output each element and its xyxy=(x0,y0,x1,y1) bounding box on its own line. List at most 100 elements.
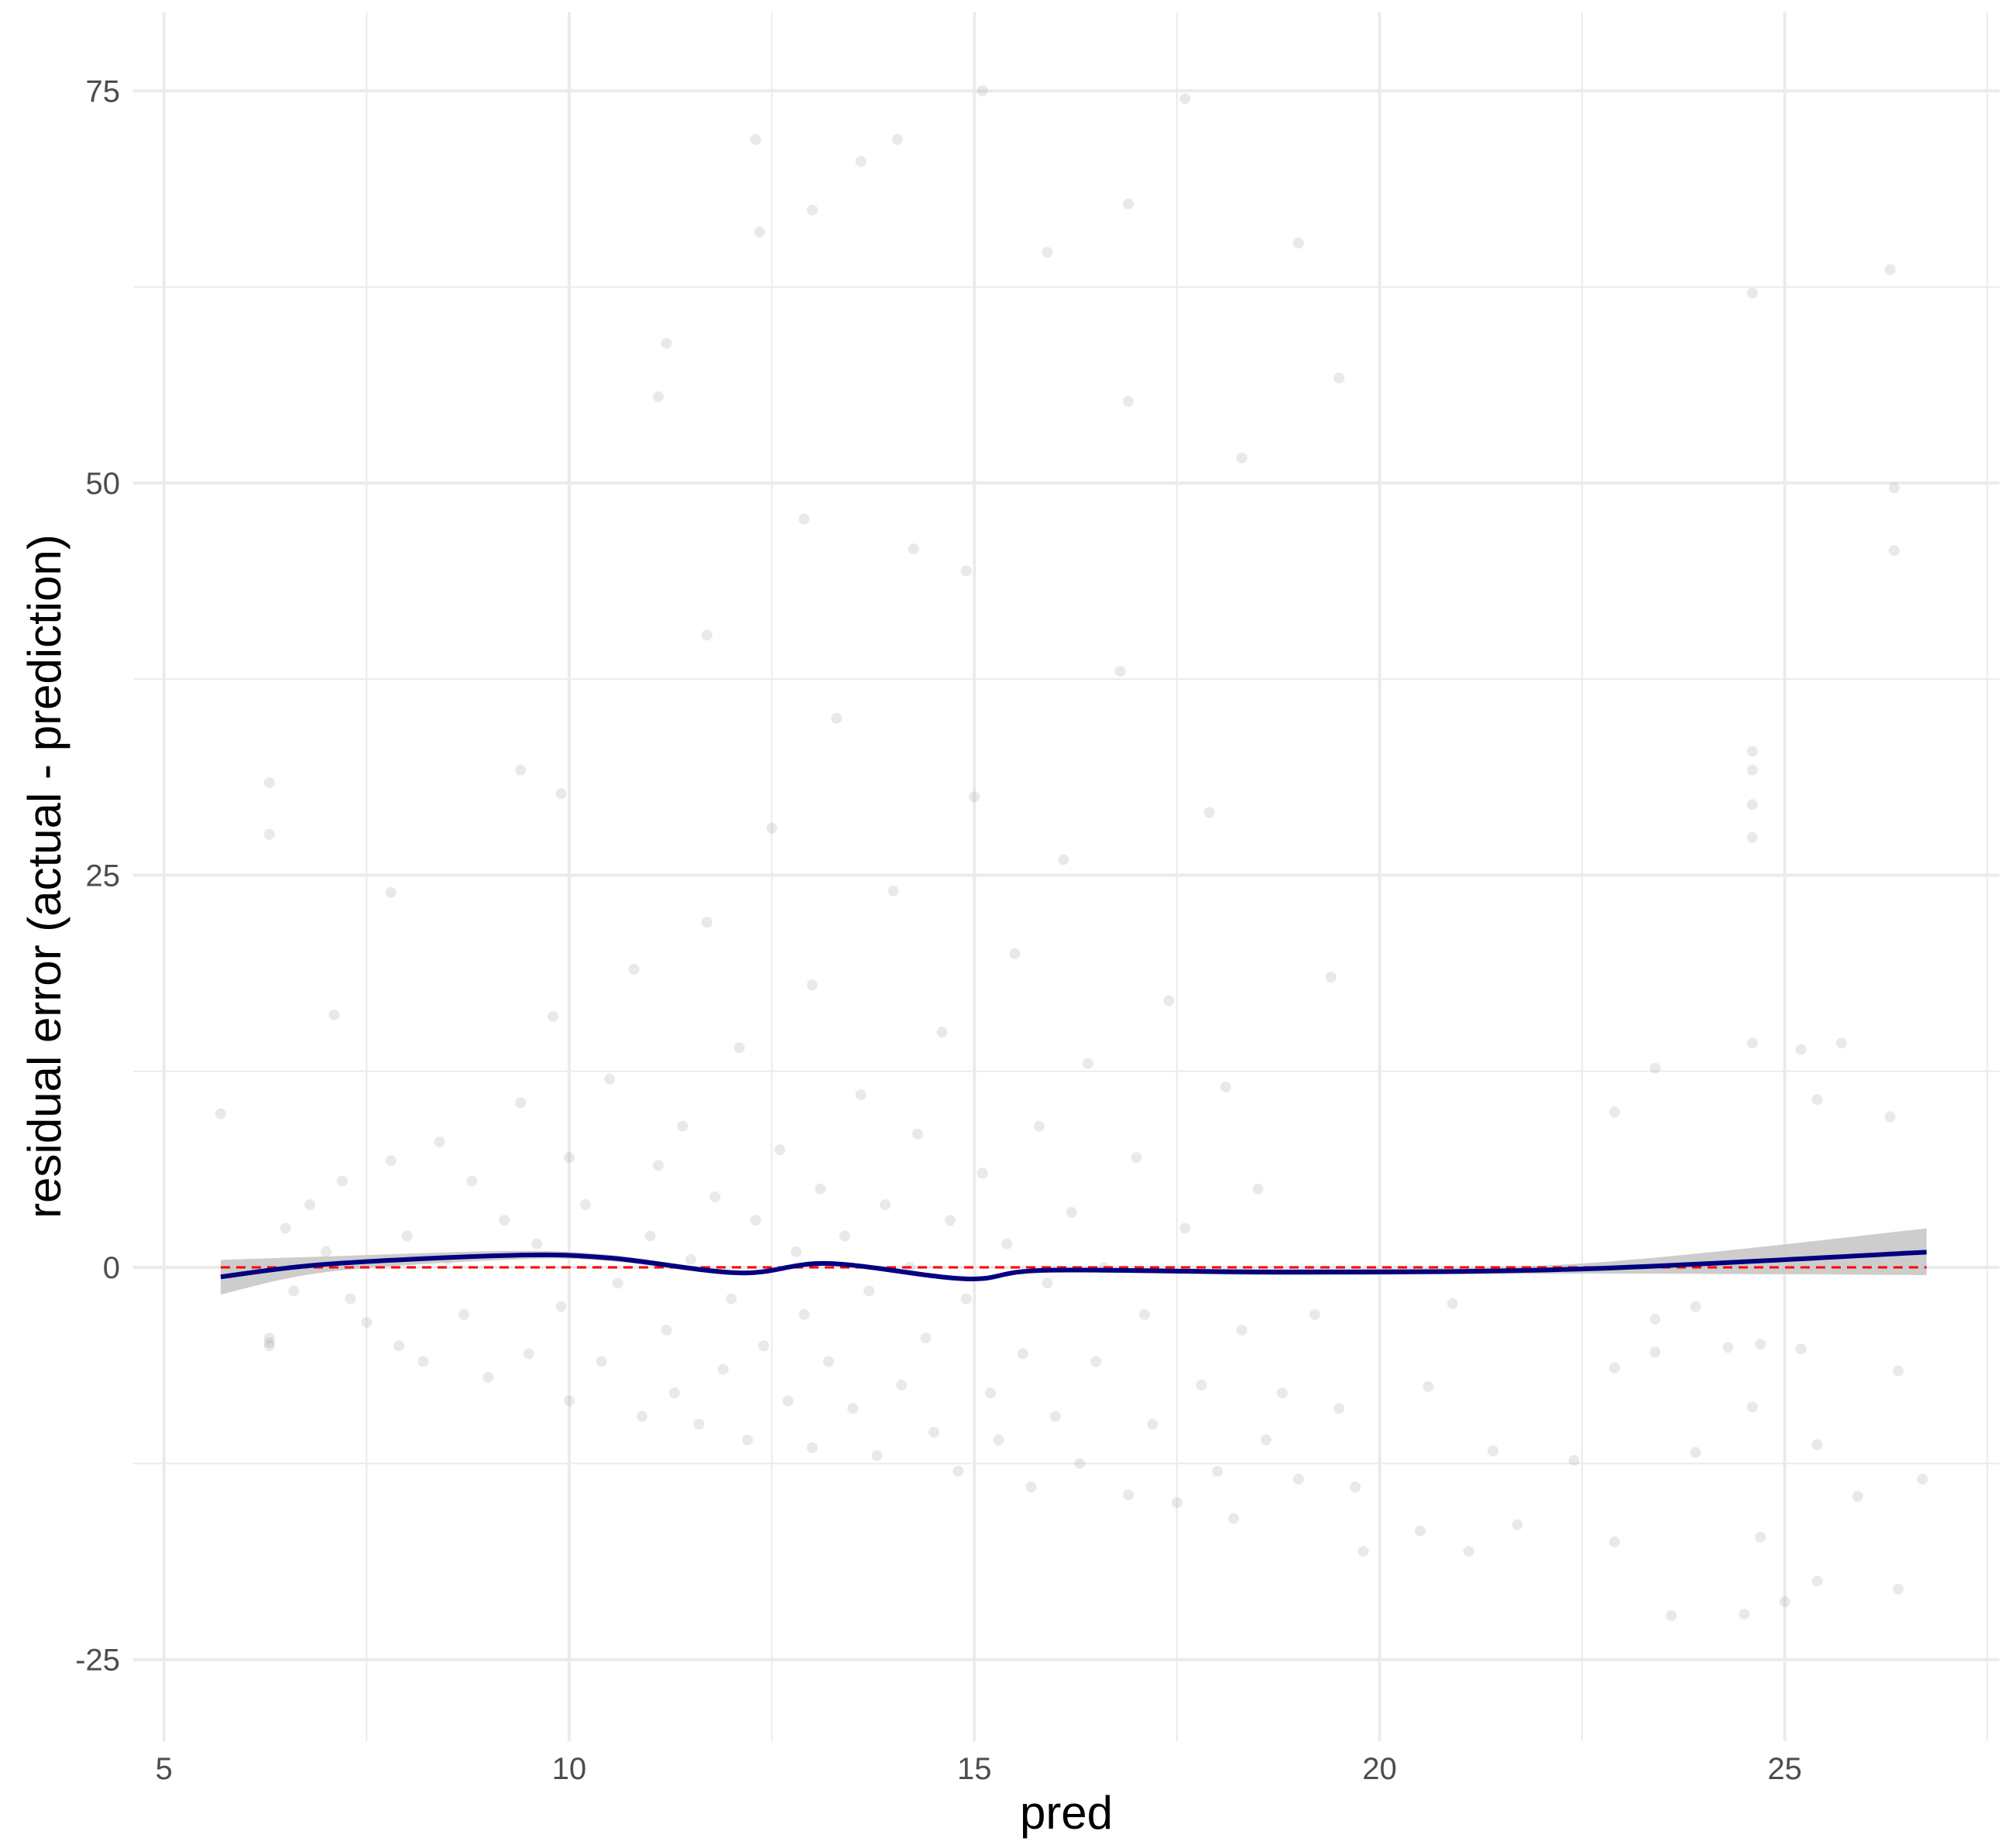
scatter-point xyxy=(385,1155,396,1167)
scatter-point xyxy=(1220,1082,1231,1093)
scatter-point xyxy=(1811,1094,1823,1106)
scatter-point xyxy=(1252,1183,1264,1195)
scatter-point xyxy=(563,1395,575,1407)
scatter-point xyxy=(1487,1445,1498,1457)
scatter-point xyxy=(1171,1497,1182,1508)
scatter-point xyxy=(1131,1152,1142,1164)
scatter-point xyxy=(1203,807,1215,818)
scatter-point xyxy=(328,1009,340,1020)
scatter-point xyxy=(1690,1447,1701,1459)
scatter-point xyxy=(263,1340,275,1352)
scatter-point xyxy=(1309,1308,1320,1320)
scatter-point xyxy=(953,1466,964,1477)
scatter-point xyxy=(393,1340,405,1352)
scatter-point xyxy=(1884,264,1896,276)
scatter-point xyxy=(304,1199,316,1210)
y-tick-label: 25 xyxy=(86,859,121,893)
scatter-point xyxy=(822,1356,834,1367)
scatter-point xyxy=(1608,1362,1620,1373)
scatter-point xyxy=(1009,948,1021,959)
scatter-point xyxy=(1666,1610,1677,1621)
scatter-point xyxy=(1852,1490,1863,1502)
x-axis-title: pred xyxy=(1020,1787,1113,1839)
scatter-point xyxy=(263,1332,275,1344)
scatter-point xyxy=(798,1308,810,1320)
scatter-point xyxy=(977,85,988,97)
scatter-point xyxy=(1123,198,1134,210)
scatter-point xyxy=(1163,995,1175,1006)
y-tick-labels: -25 0 25 50 75 xyxy=(75,74,120,1677)
scatter-point xyxy=(1755,1339,1766,1350)
scatter-point xyxy=(920,1332,932,1344)
scatter-point xyxy=(1746,1037,1758,1049)
scatter-point xyxy=(499,1215,510,1226)
scatter-point xyxy=(1811,1439,1823,1451)
scatter-point xyxy=(563,1152,575,1164)
scatter-point xyxy=(1649,1062,1661,1074)
scatter-point xyxy=(847,1403,859,1414)
scatter-point xyxy=(596,1356,607,1367)
scatter-point xyxy=(871,1450,883,1462)
scatter-point xyxy=(1212,1466,1224,1477)
scatter-point xyxy=(1423,1381,1434,1393)
scatter-point xyxy=(263,1337,275,1349)
x-tick-label: 5 xyxy=(156,1752,173,1786)
scatter-point xyxy=(1042,247,1053,259)
scatter-point xyxy=(637,1411,648,1422)
scatter-point xyxy=(993,1434,1004,1445)
scatter-point xyxy=(531,1238,543,1250)
scatter-point xyxy=(434,1136,445,1147)
scatter-point xyxy=(750,134,761,146)
scatter-point xyxy=(896,1380,908,1391)
scatter-point xyxy=(1746,799,1758,811)
scatter-point xyxy=(1260,1434,1272,1445)
scatter-point xyxy=(321,1246,332,1257)
x-tick-label: 25 xyxy=(1767,1752,1802,1786)
scatter-point xyxy=(644,1230,656,1242)
scatter-point xyxy=(555,1301,567,1312)
scatter-point xyxy=(701,629,712,641)
scatter-point xyxy=(831,712,843,724)
scatter-point xyxy=(604,1073,616,1085)
scatter-point xyxy=(1608,1106,1620,1118)
scatter-point xyxy=(1325,972,1337,983)
scatter-point xyxy=(515,764,527,776)
scatter-point xyxy=(401,1230,413,1242)
scatter-point xyxy=(855,1089,867,1101)
scatter-point xyxy=(880,1199,891,1210)
scatter-point xyxy=(753,226,765,238)
scatter-point xyxy=(1463,1545,1474,1557)
scatter-point xyxy=(928,1426,939,1438)
scatter-point xyxy=(1746,1401,1758,1413)
scatter-point xyxy=(1018,1348,1029,1359)
scatter-point xyxy=(579,1199,591,1210)
scatter-point xyxy=(960,1293,972,1305)
scatter-point xyxy=(911,1128,923,1140)
y-axis-title: residual error (actual - prediction) xyxy=(19,534,70,1219)
scatter-point xyxy=(1228,1513,1240,1524)
scatter-point xyxy=(1350,1481,1361,1493)
scatter-point xyxy=(653,1160,664,1171)
scatter-point xyxy=(555,788,567,800)
scatter-point xyxy=(1414,1525,1426,1537)
scatter-point xyxy=(1334,372,1345,384)
scatter-point xyxy=(385,886,396,898)
scatter-point xyxy=(1082,1058,1093,1069)
scatter-point xyxy=(717,1363,729,1375)
scatter-point xyxy=(280,1222,291,1234)
scatter-point xyxy=(733,1042,745,1054)
scatter-point xyxy=(661,338,672,349)
scatter-point xyxy=(1179,1222,1191,1234)
scatter-point xyxy=(1811,1575,1823,1587)
scatter-point xyxy=(863,1285,875,1297)
scatter-point xyxy=(1147,1418,1158,1430)
scatter-point xyxy=(1025,1481,1037,1493)
scatter-point xyxy=(1746,764,1758,776)
scatter-point xyxy=(1795,1044,1807,1055)
scatter-point xyxy=(263,777,275,788)
scatter-point xyxy=(263,828,275,840)
scatter-point xyxy=(1179,93,1191,105)
scatter-point xyxy=(806,1442,818,1454)
scatter-point xyxy=(515,1097,527,1109)
scatter-point xyxy=(685,1253,696,1265)
